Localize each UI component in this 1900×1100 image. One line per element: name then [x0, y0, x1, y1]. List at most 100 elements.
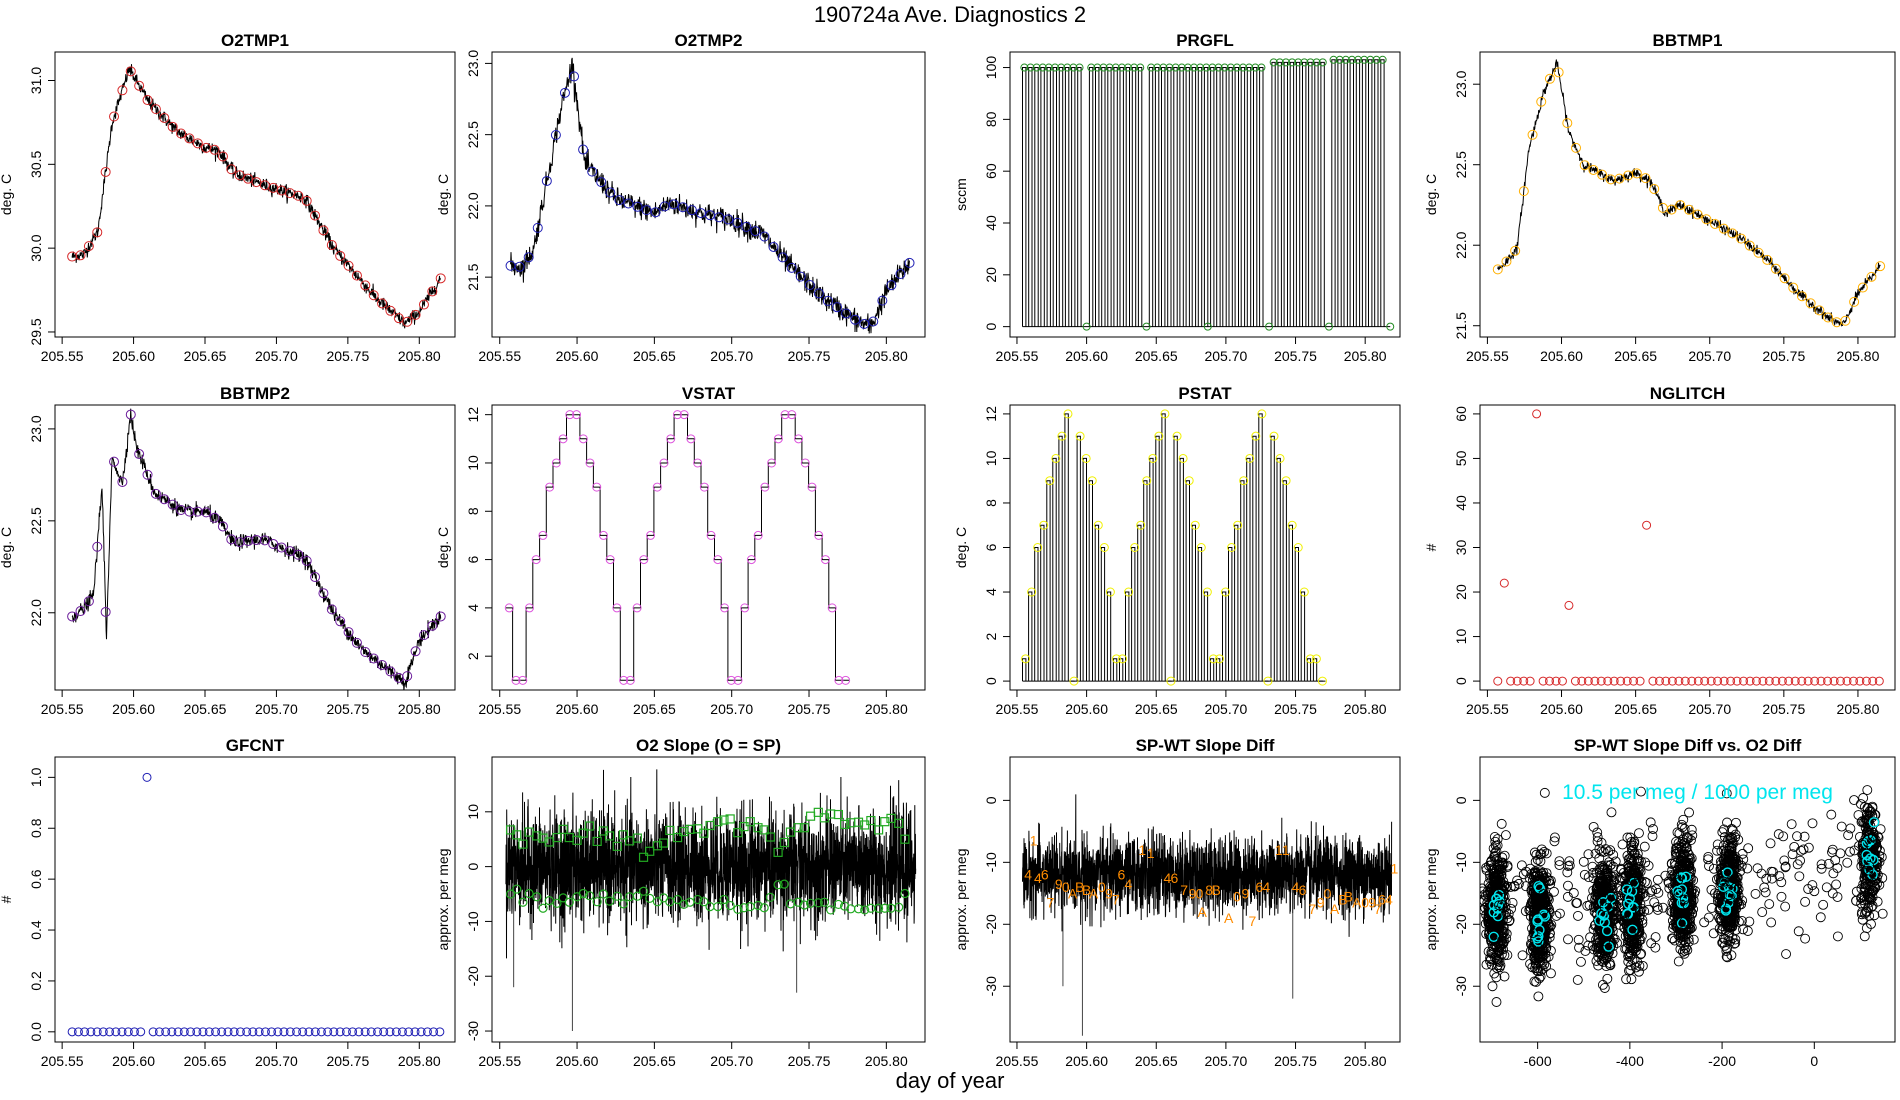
data-point	[1087, 476, 1097, 486]
data-point	[1598, 862, 1609, 873]
data-point	[1726, 676, 1736, 686]
point-label: B	[1082, 882, 1091, 898]
data-point	[1563, 880, 1573, 891]
data-point	[284, 546, 295, 557]
data-point	[1027, 587, 1037, 597]
data-point	[1865, 807, 1876, 818]
data-point	[343, 627, 354, 638]
data-point	[1496, 871, 1507, 881]
data-point	[1196, 543, 1206, 552]
series-line	[510, 57, 910, 334]
circle-marker	[759, 903, 769, 913]
data-point	[1486, 920, 1497, 931]
data-point	[1604, 958, 1615, 968]
data-point	[198, 1027, 208, 1037]
square-marker	[799, 823, 809, 833]
data-point	[768, 241, 779, 252]
data-point	[435, 273, 446, 284]
circle-marker	[779, 879, 789, 889]
data-point	[1588, 885, 1599, 896]
highlight-point	[1491, 893, 1502, 904]
x-tick-label: 205.55	[1466, 701, 1509, 717]
circle-marker	[604, 896, 615, 906]
y-tick-label: 22.5	[1453, 151, 1469, 178]
data-point	[368, 653, 379, 664]
data-point	[1503, 908, 1514, 919]
x-tick-label: 205.60	[112, 348, 155, 364]
data-point	[1589, 906, 1600, 917]
y-tick-label: 2	[983, 632, 999, 640]
data-point	[1491, 854, 1502, 864]
data-point	[794, 434, 804, 444]
data-point	[1535, 856, 1546, 867]
y-tick-label: 30	[1453, 540, 1469, 556]
data-point	[1492, 264, 1503, 275]
data-point	[1745, 676, 1755, 686]
data-point	[100, 166, 111, 177]
point-label: 0	[1361, 895, 1369, 911]
data-point	[1706, 676, 1716, 686]
y-tick-label: 12	[465, 407, 481, 423]
data-point	[1324, 322, 1333, 331]
panel-o2tmp1: O2TMP1 deg. C 205.55 205.60 205.65 205.70 205.…	[0, 31, 456, 364]
data-point	[1866, 841, 1877, 852]
data-point	[1506, 903, 1516, 914]
data-point	[1683, 204, 1694, 215]
data-point	[814, 530, 824, 540]
data-point	[1784, 676, 1794, 686]
data-point	[1682, 847, 1693, 858]
data-point	[1153, 63, 1162, 72]
y-tick-label: 29.5	[28, 318, 44, 345]
plot-frame	[491, 404, 926, 691]
y-tick-label: -20	[465, 966, 481, 986]
data-point	[1081, 453, 1091, 463]
data-point	[1856, 817, 1867, 827]
data-point	[1535, 966, 1546, 977]
data-point	[1124, 63, 1133, 72]
highlight-point	[1603, 941, 1614, 952]
x-tick-label: 205.75	[1274, 1053, 1317, 1069]
point-label: B	[1344, 888, 1353, 904]
square-marker	[584, 821, 595, 831]
data-point	[1807, 818, 1818, 829]
data-point	[1674, 828, 1685, 839]
data-point	[1672, 919, 1683, 930]
data-point	[1849, 795, 1859, 806]
data-point	[619, 675, 629, 685]
x-tick-label: 205.65	[633, 701, 676, 717]
data-point	[1488, 872, 1499, 883]
data-point	[1532, 963, 1543, 974]
data-point	[1600, 868, 1611, 879]
data-point	[251, 177, 262, 188]
data-point	[134, 80, 145, 91]
circle-marker	[833, 899, 844, 910]
data-point	[1281, 58, 1290, 67]
y-tick-label: 23.0	[1453, 70, 1469, 97]
data-point	[1580, 946, 1591, 956]
data-point	[1603, 846, 1614, 857]
data-point	[429, 1027, 439, 1037]
y-tick-label: 31.0	[28, 67, 44, 94]
plot-frame	[1479, 756, 1896, 1043]
x-tick-label: 205.80	[1837, 701, 1880, 717]
data-point	[1861, 870, 1872, 881]
x-tick-label: 205.55	[41, 348, 84, 364]
data-point	[1779, 855, 1790, 866]
data-point	[1190, 63, 1199, 72]
data-point	[1588, 164, 1599, 175]
point-label: A	[1224, 910, 1234, 926]
data-point	[1545, 875, 1556, 886]
data-point	[668, 199, 679, 210]
data-point	[1626, 842, 1637, 853]
data-point	[1790, 676, 1800, 686]
circle-marker	[713, 902, 723, 912]
data-point	[1687, 830, 1698, 841]
data-point	[524, 603, 534, 613]
data-point	[1874, 676, 1884, 686]
data-point	[360, 280, 371, 291]
data-point	[1512, 676, 1522, 686]
data-point	[1609, 899, 1620, 910]
data-point	[1499, 578, 1509, 588]
data-point	[1534, 973, 1545, 984]
highlight-point	[1868, 817, 1880, 828]
